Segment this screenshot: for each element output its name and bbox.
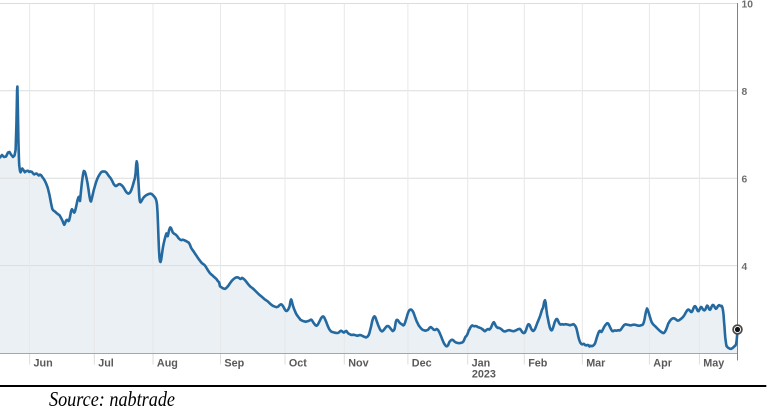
svg-text:Apr: Apr [653, 358, 672, 370]
svg-text:Jun: Jun [34, 358, 53, 370]
svg-text:Jul: Jul [98, 358, 114, 370]
svg-text:May: May [703, 358, 724, 370]
svg-text:Oct: Oct [289, 358, 307, 370]
svg-text:2023: 2023 [472, 369, 496, 381]
svg-text:6: 6 [742, 174, 748, 185]
svg-text:8: 8 [742, 87, 748, 98]
svg-text:Jan: Jan [472, 358, 491, 370]
svg-text:Sep: Sep [224, 358, 244, 370]
svg-text:10: 10 [742, 0, 754, 11]
svg-text:Mar: Mar [586, 358, 606, 370]
svg-text:Aug: Aug [157, 358, 178, 370]
svg-text:4: 4 [742, 262, 748, 273]
svg-text:Dec: Dec [412, 358, 432, 370]
svg-text:Nov: Nov [348, 358, 368, 370]
svg-text:Feb: Feb [528, 358, 548, 370]
